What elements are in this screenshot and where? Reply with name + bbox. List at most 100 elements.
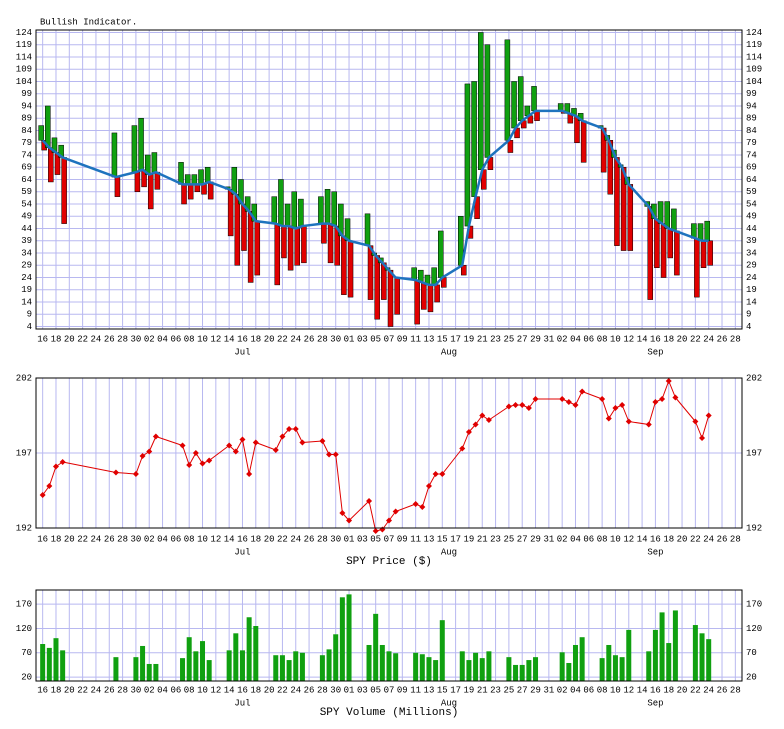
volume-bar xyxy=(200,641,206,681)
bearish-bar xyxy=(480,169,487,190)
bullish-bar xyxy=(704,220,710,242)
price-marker xyxy=(292,426,299,432)
volume-bar xyxy=(626,629,632,681)
volume-bar xyxy=(672,610,678,681)
x-tick-label: 28 xyxy=(117,334,128,344)
x-tick-label: 24 xyxy=(290,685,301,695)
x-tick-label: 14 xyxy=(224,534,235,544)
volume-bar xyxy=(466,660,472,681)
price-marker xyxy=(659,396,666,402)
volume-bar xyxy=(526,660,532,681)
bearish-bar xyxy=(414,279,420,325)
x-tick-label: 25 xyxy=(503,685,514,695)
volume-bar xyxy=(339,597,345,681)
x-tick-label: 28 xyxy=(317,534,328,544)
x-tick-label: 02 xyxy=(144,534,155,544)
y-tick-label-right: 34 xyxy=(746,248,757,258)
volume-bar xyxy=(606,644,612,681)
x-tick-label: 20 xyxy=(64,685,75,695)
bullish-bar xyxy=(278,179,284,227)
y-tick-label-right: 70 xyxy=(746,648,757,658)
bullish-bar xyxy=(484,44,491,158)
price-marker xyxy=(179,442,186,449)
x-tick-label: 06 xyxy=(170,685,181,695)
price-marker xyxy=(332,451,339,458)
bearish-bar xyxy=(660,223,667,278)
y-tick-label-right: 64 xyxy=(746,175,757,185)
x-tick-label: 29 xyxy=(530,685,541,695)
x-tick-label: 10 xyxy=(610,534,621,544)
price-marker xyxy=(525,405,532,411)
x-tick-label: 06 xyxy=(583,685,594,695)
y-tick-label: 4 xyxy=(27,322,32,332)
x-tick-label: 25 xyxy=(503,334,514,344)
volume-bar xyxy=(692,625,698,681)
month-label: Sep xyxy=(647,547,663,557)
x-tick-label: 30 xyxy=(330,685,341,695)
price-marker xyxy=(565,399,572,405)
x-tick-label: 05 xyxy=(370,334,381,344)
x-tick-label: 10 xyxy=(197,334,208,344)
y-tick-label-right: 170 xyxy=(746,599,762,609)
x-tick-label: 08 xyxy=(597,534,608,544)
bearish-bar xyxy=(700,240,707,268)
price-marker xyxy=(705,412,712,419)
y-tick-label-right: 54 xyxy=(746,199,757,209)
price-marker xyxy=(192,450,199,456)
y-tick-label-right: 119 xyxy=(746,40,762,50)
month-label: Sep xyxy=(647,698,663,708)
x-tick-label: 26 xyxy=(717,534,728,544)
bearish-bar xyxy=(327,223,334,264)
x-tick-label: 15 xyxy=(437,685,448,695)
x-tick-label: 16 xyxy=(237,334,248,344)
y-tick-label-right: 49 xyxy=(746,212,757,222)
x-tick-label: 06 xyxy=(583,334,594,344)
y-tick-label-right: 39 xyxy=(746,236,757,246)
x-tick-label: 18 xyxy=(663,685,674,695)
volume-bar xyxy=(706,639,712,681)
price-marker xyxy=(572,402,579,408)
x-tick-label: 16 xyxy=(237,534,248,544)
price-marker xyxy=(459,445,466,452)
volume-bar xyxy=(433,660,439,681)
bearish-bar xyxy=(281,225,287,259)
x-tick-label: 11 xyxy=(410,534,421,544)
x-tick-label: 04 xyxy=(570,334,581,344)
price-marker xyxy=(52,463,59,470)
x-tick-label: 04 xyxy=(570,685,581,695)
x-tick-label: 04 xyxy=(157,334,168,344)
bearish-bar xyxy=(294,228,301,266)
x-tick-label: 20 xyxy=(64,334,75,344)
bullish-bar xyxy=(284,203,291,227)
x-tick-label: 12 xyxy=(210,334,221,344)
bullish-bar xyxy=(184,174,191,185)
bearish-bar xyxy=(421,282,427,310)
x-tick-label: 04 xyxy=(157,685,168,695)
x-tick-label: 24 xyxy=(91,685,102,695)
volume-bar xyxy=(286,660,292,681)
bullish-bar xyxy=(324,189,331,224)
price-marker xyxy=(692,418,699,425)
chart-title: Bullish Indicator. xyxy=(40,17,137,27)
price-marker xyxy=(59,459,66,465)
y-tick-label-right: 69 xyxy=(746,163,757,173)
y-tick-label: 192 xyxy=(16,523,32,533)
volume-bar xyxy=(233,633,239,681)
bullish-bar xyxy=(204,166,211,183)
volume-bar xyxy=(279,655,285,681)
y-tick-label: 170 xyxy=(16,599,32,609)
x-tick-label: 19 xyxy=(464,685,475,695)
volume-bar xyxy=(439,620,445,681)
volume-bar xyxy=(319,655,325,681)
y-tick-label: 119 xyxy=(16,40,32,50)
bullish-bar xyxy=(671,208,677,232)
volume-bar xyxy=(60,650,66,681)
y-tick-label: 197 xyxy=(16,448,32,458)
bearish-bar xyxy=(181,184,187,205)
volume-bar xyxy=(239,650,245,681)
y-tick-label-right: 14 xyxy=(746,297,757,307)
volume-bar xyxy=(479,658,485,681)
x-tick-label: 26 xyxy=(717,685,728,695)
y-tick-label: 84 xyxy=(21,126,32,136)
volume-bar xyxy=(273,655,279,681)
